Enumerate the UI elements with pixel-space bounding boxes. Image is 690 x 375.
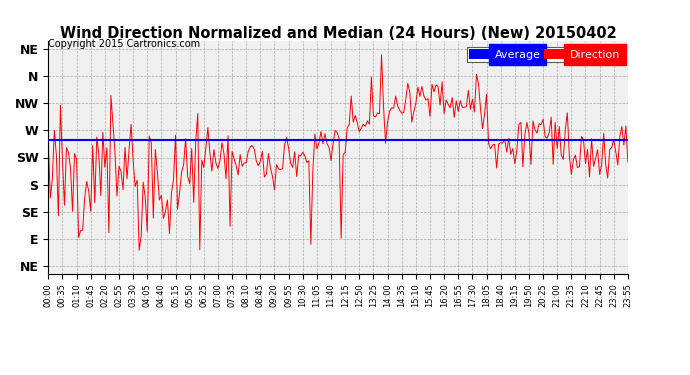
Text: Copyright 2015 Cartronics.com: Copyright 2015 Cartronics.com [48, 39, 200, 50]
Legend: Average, Direction: Average, Direction [467, 47, 622, 62]
Title: Wind Direction Normalized and Median (24 Hours) (New) 20150402: Wind Direction Normalized and Median (24… [60, 26, 616, 41]
